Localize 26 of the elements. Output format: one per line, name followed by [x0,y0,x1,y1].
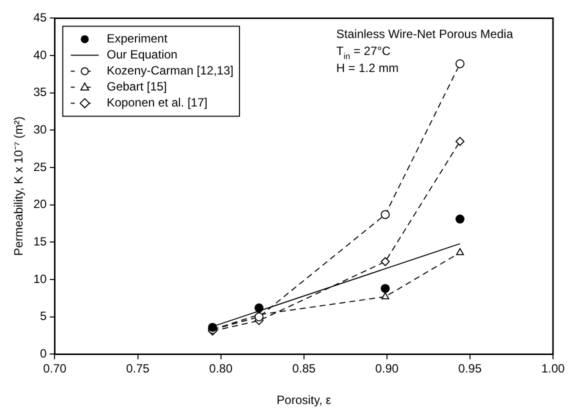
y-tick-label: 0 [40,346,48,361]
legend-label: Gebart [15] [106,80,167,94]
legend-label: Koponen et al. [17] [106,96,208,110]
y-tick-label: 15 [33,234,48,249]
y-tick-label: 5 [40,309,48,324]
y-tick-label: 10 [33,272,48,286]
x-tick-label: 0.85 [292,362,316,376]
legend-label: Kozeny-Carman [12,13] [106,64,234,78]
y-tick-label: 20 [33,197,48,212]
y-axis-title: Permeability, K x 10⁻⁷ (m²) [12,116,26,256]
legend-label: Experiment [106,32,168,46]
x-tick-label: 0.90 [375,362,399,376]
x-tick-label: 0.80 [209,362,233,376]
x-tick-label: 1.00 [541,362,565,376]
y-tick-label: 35 [33,85,48,100]
y-tick-label: 45 [33,10,48,25]
y-tick-label: 40 [33,48,48,62]
y-tick-label: 25 [33,160,48,174]
x-tick-label: 0.70 [43,362,67,376]
legend-label: Our Equation [106,48,178,62]
x-tick-label: 0.75 [126,362,150,376]
annotation: Stainless Wire-Net Porous Media [336,27,514,42]
x-tick-label: 0.95 [458,362,482,376]
x-axis-title: Porosity, ε [276,393,332,408]
annotation: H = 1.2 mm [336,61,399,76]
y-tick-label: 30 [33,122,48,137]
